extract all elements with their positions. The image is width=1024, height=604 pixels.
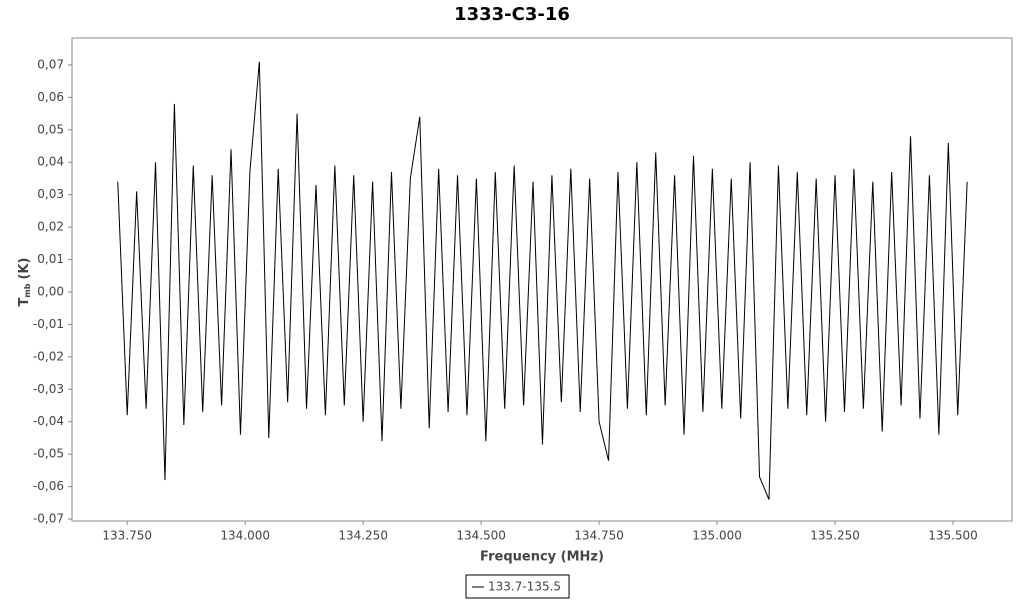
y-axis-title: Tmb (K) <box>17 258 32 307</box>
y-tick-label: 0,06 <box>37 90 64 104</box>
y-tick-label: -0,05 <box>33 447 64 461</box>
x-tick-label: 134.250 <box>338 529 388 543</box>
y-tick-label: 0,01 <box>37 252 64 266</box>
x-tick-label: 135.500 <box>928 529 978 543</box>
y-tick-label: 0,07 <box>37 57 64 71</box>
legend: 133.7-135.5 <box>465 574 570 599</box>
x-tick-label: 135.250 <box>810 529 860 543</box>
legend-box <box>465 574 570 599</box>
y-tick-label: 0,03 <box>37 187 64 201</box>
y-tick-label: -0,02 <box>33 349 64 363</box>
y-tick-label: -0,03 <box>33 382 64 396</box>
y-axis-title-unit: (K) <box>17 258 32 280</box>
legend-label: 133.7-135.5 <box>488 580 561 594</box>
y-tick-label: 0,02 <box>37 220 64 234</box>
y-tick-label: -0,07 <box>33 512 64 526</box>
plot-frame <box>71 37 1013 522</box>
x-axis-title: Frequency (MHz) <box>480 550 604 565</box>
y-tick-label: -0,01 <box>33 317 64 331</box>
y-tick-label: -0,04 <box>33 414 64 428</box>
y-axis-title-main: T <box>17 297 32 306</box>
y-tick-label: 0,04 <box>37 155 64 169</box>
x-tick-label: 134.000 <box>220 529 270 543</box>
x-tick-label: 134.750 <box>574 529 624 543</box>
x-tick-label: 134.500 <box>456 529 506 543</box>
x-tick-label: 135.000 <box>692 529 742 543</box>
x-tick-label: 133.750 <box>102 529 152 543</box>
y-tick-label: -0,06 <box>33 479 64 493</box>
chart-title: 1333-C3-16 <box>454 4 570 25</box>
y-tick-label: 0,00 <box>37 284 64 298</box>
spectrum-line <box>117 61 968 500</box>
y-axis-title-sub: mb <box>23 283 32 297</box>
y-tick-label: 0,05 <box>37 122 64 136</box>
